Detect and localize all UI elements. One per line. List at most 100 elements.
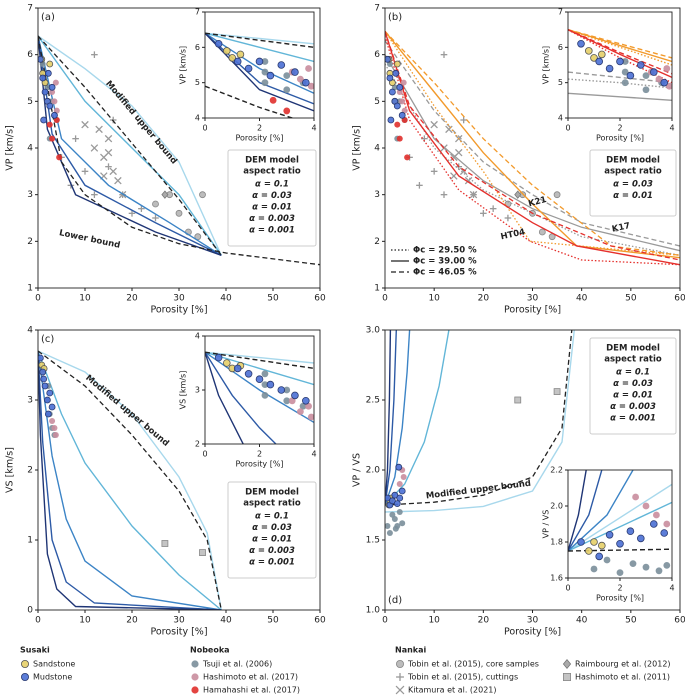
y-tick-label: 1.0 <box>366 606 381 616</box>
y-tick-label: 0 <box>27 606 33 616</box>
point <box>655 567 663 575</box>
point <box>553 388 561 396</box>
x-tick-label: 4 <box>311 124 316 133</box>
point <box>44 69 52 77</box>
curve <box>205 351 314 364</box>
legend-entry: Hamahashi et al. (2017) <box>203 686 300 695</box>
point <box>255 375 264 384</box>
y-tick-label: 4 <box>195 332 200 341</box>
point <box>296 75 304 83</box>
curve <box>385 330 450 506</box>
legend-box <box>589 337 677 435</box>
point <box>584 547 593 555</box>
x-tick-label: 0 <box>202 124 207 133</box>
x-tick-label: 30 <box>527 294 539 304</box>
x-tick-label: 10 <box>79 616 91 626</box>
point-stroke <box>469 190 478 199</box>
point <box>399 98 406 105</box>
frame <box>37 329 321 611</box>
point-stroke <box>95 125 103 134</box>
point <box>660 529 668 537</box>
curve <box>385 54 680 252</box>
x-tick-label: 2 <box>617 584 622 593</box>
y-tick-label: 6 <box>558 43 563 52</box>
point-stroke <box>445 125 453 134</box>
x-axis-label: Porosity [%] <box>150 305 207 316</box>
x-tick-label: 30 <box>527 616 539 626</box>
point <box>175 209 183 217</box>
legend-title: aspect ratio <box>243 499 301 509</box>
y-tick-label: 2 <box>374 237 380 247</box>
point <box>291 391 299 400</box>
curve <box>205 351 314 424</box>
curve <box>385 330 411 506</box>
curve <box>38 350 222 610</box>
legend-entry: α = 0.1 <box>255 512 289 522</box>
curve <box>205 85 295 118</box>
point <box>214 353 223 362</box>
point <box>396 83 404 91</box>
legend-entry: α = 0.03 <box>613 180 653 190</box>
y-axis-label: VP [km/s] <box>352 125 363 171</box>
panel-label: (b) <box>388 12 402 23</box>
point <box>385 55 391 63</box>
x-tick-label: 0 <box>35 616 41 626</box>
y-tick-label: 4 <box>27 326 33 336</box>
point <box>636 61 645 69</box>
x-tick-label: 50 <box>625 294 637 304</box>
point <box>395 660 404 669</box>
y-tick-label: 5 <box>374 97 380 107</box>
x-tick-label: 60 <box>314 294 326 304</box>
point-stroke <box>454 148 463 157</box>
point <box>605 530 614 539</box>
point <box>653 511 660 519</box>
legend-title: DEM model <box>606 344 660 354</box>
frame <box>384 7 681 289</box>
y-axis-label: VP / VS <box>542 510 551 539</box>
x-axis-label: Porosity [%] <box>235 460 283 469</box>
point-stroke <box>430 120 438 129</box>
point <box>49 135 56 142</box>
point <box>52 432 59 438</box>
point <box>642 86 650 94</box>
y-axis-label: VS [km/s] <box>179 371 188 410</box>
curve <box>385 30 680 259</box>
x-axis-label: Porosity [%] <box>596 134 644 143</box>
x-tick-label: 2 <box>617 124 622 133</box>
y-tick-label: 2.5 <box>366 396 380 406</box>
x-tick-label: 50 <box>267 294 279 304</box>
x-tick-label: 60 <box>674 616 685 626</box>
point <box>626 71 635 80</box>
point <box>629 560 637 567</box>
inset: 0 2 4 1.6 1.8 2.0 2.2 Porosity [%] VP / VS <box>542 466 675 603</box>
point <box>388 88 396 96</box>
y-tick-label: 4 <box>374 144 380 154</box>
point <box>72 135 79 142</box>
point <box>199 549 206 556</box>
point <box>46 121 53 128</box>
curve <box>38 350 222 610</box>
point <box>538 228 546 236</box>
point <box>389 511 396 518</box>
curve <box>385 31 680 261</box>
point <box>81 120 89 129</box>
frame <box>204 11 315 119</box>
point <box>480 210 487 217</box>
point <box>302 396 310 405</box>
x-tick-label: 40 <box>220 294 232 304</box>
point <box>514 190 522 199</box>
point <box>152 214 159 222</box>
point <box>49 418 56 424</box>
point <box>416 182 423 189</box>
point <box>214 39 223 48</box>
point <box>81 168 89 175</box>
point <box>590 565 598 573</box>
plot-body <box>568 29 672 101</box>
panel-label: (c) <box>41 334 54 345</box>
point <box>577 39 585 48</box>
curve <box>38 35 222 256</box>
point <box>663 562 671 569</box>
point <box>128 210 136 217</box>
legend-title: aspect ratio <box>604 167 662 177</box>
plot-body <box>385 30 680 266</box>
